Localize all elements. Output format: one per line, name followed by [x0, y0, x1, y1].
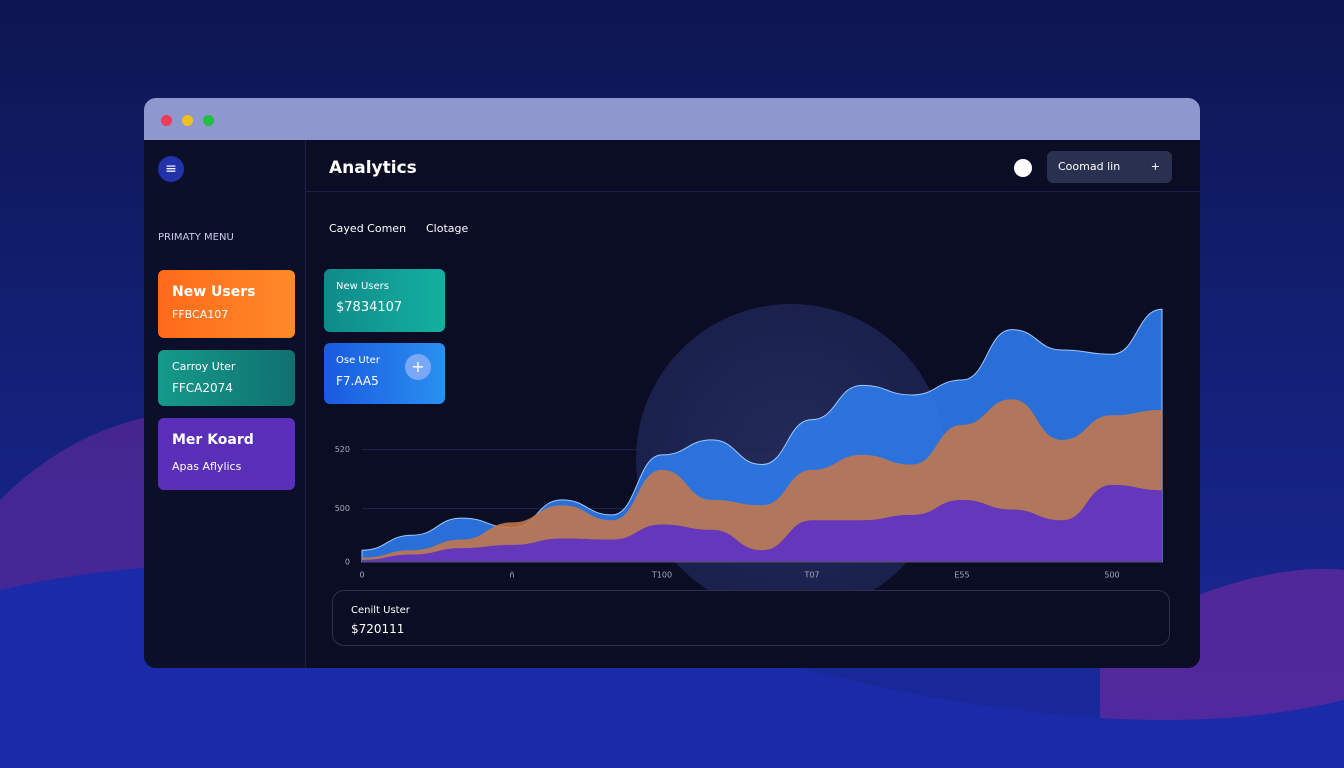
button-label: Coomad lin	[1058, 160, 1121, 173]
x-tick-label: T100	[651, 571, 672, 580]
y-tick-label: 0	[345, 558, 350, 567]
stat-card: Ose Uter F7.AA5 +	[324, 343, 445, 404]
stat-label: New Users	[336, 281, 389, 292]
page-title: Analytics	[329, 158, 417, 178]
tab[interactable]: Clotage	[426, 222, 469, 235]
nav-card[interactable]: Carroy Uter FFCA2074	[158, 350, 295, 406]
nav-card[interactable]: New Users FFBCA107	[158, 270, 295, 338]
area	[362, 484, 1162, 562]
stat-value: $7834107	[336, 300, 403, 315]
stat-card: New Users $7834107	[324, 269, 445, 332]
min-dot[interactable]	[182, 115, 193, 126]
x-tick-label: ñ	[509, 571, 514, 580]
footer-card: Cenilt Uster $720111	[332, 590, 1170, 646]
x-tick-label: E55	[954, 571, 969, 580]
card-value: Apas Aflylics	[172, 460, 242, 473]
menu-icon[interactable]: ≡	[158, 156, 184, 182]
menu-label: PRIMATY MENU	[158, 232, 234, 243]
card-value: FFCA2074	[172, 381, 233, 395]
add-icon[interactable]: +	[405, 354, 431, 380]
stat-value: F7.AA5	[336, 374, 379, 388]
divider	[306, 191, 1200, 192]
x-tick-label: 0	[359, 571, 364, 580]
title-bar	[144, 98, 1200, 140]
x-tick-label: T07	[803, 571, 819, 580]
y-tick-label: 500	[335, 504, 350, 513]
user-icon[interactable]	[1014, 159, 1032, 177]
card-title: Mer Koard	[172, 432, 254, 448]
y-tick-label: 520	[335, 445, 350, 454]
card-title: Carroy Uter	[172, 360, 236, 373]
close-dot[interactable]	[161, 115, 172, 126]
x-tick-label: 500	[1104, 571, 1119, 580]
tab[interactable]: Cayed Comen	[329, 222, 407, 235]
max-dot[interactable]	[203, 115, 214, 126]
sidebar: ≡ PRIMATY MENU New Users FFBCA107 Carroy …	[144, 140, 306, 668]
stat-label: Ose Uter	[336, 355, 380, 366]
footer-label: Cenilt Uster	[351, 605, 410, 616]
card-title: New Users	[172, 284, 256, 300]
footer-value: $720111	[351, 622, 405, 636]
nav-card[interactable]: Mer Koard Apas Aflylics	[158, 418, 295, 490]
command-button[interactable]: Coomad lin +	[1047, 151, 1172, 183]
card-value: FFBCA107	[172, 308, 229, 321]
